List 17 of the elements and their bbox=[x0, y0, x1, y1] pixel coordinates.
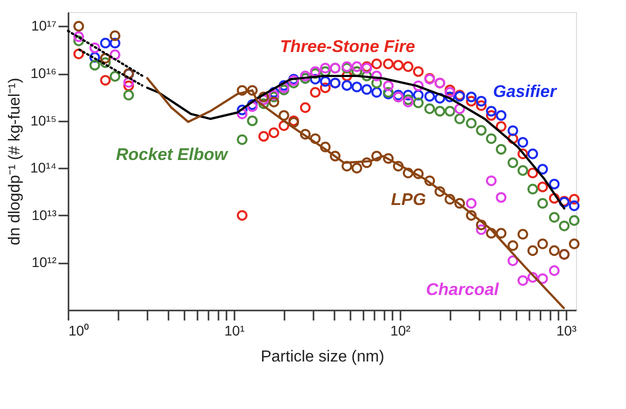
series-label: Three-Stone Fire bbox=[280, 37, 416, 56]
x-axis-title: Particle size (nm) bbox=[260, 348, 384, 366]
y-tick-label: 10¹³ bbox=[32, 206, 57, 223]
x-tick-label: 10² bbox=[390, 322, 411, 338]
y-tick-label: 10¹⁵ bbox=[30, 112, 56, 128]
y-tick-label: 10¹² bbox=[32, 254, 57, 270]
series-label: Rocket Elbow bbox=[116, 145, 230, 164]
x-tick-label: 10³ bbox=[556, 322, 577, 338]
series-label: Gasifier bbox=[493, 82, 558, 101]
y-tick-label: 10¹⁴ bbox=[30, 160, 56, 176]
x-tick-label: 10¹ bbox=[224, 322, 245, 338]
y-tick-label: 10¹⁷ bbox=[31, 18, 56, 34]
series-label: LPG bbox=[391, 190, 426, 209]
y-axis-title: dn dlogdp⁻¹ (# kg-fuel⁻¹) bbox=[6, 78, 24, 246]
y-tick-label: 10¹⁶ bbox=[30, 65, 56, 82]
x-tick-label: 10⁰ bbox=[68, 322, 90, 338]
series-label: Charcoal bbox=[426, 280, 500, 299]
